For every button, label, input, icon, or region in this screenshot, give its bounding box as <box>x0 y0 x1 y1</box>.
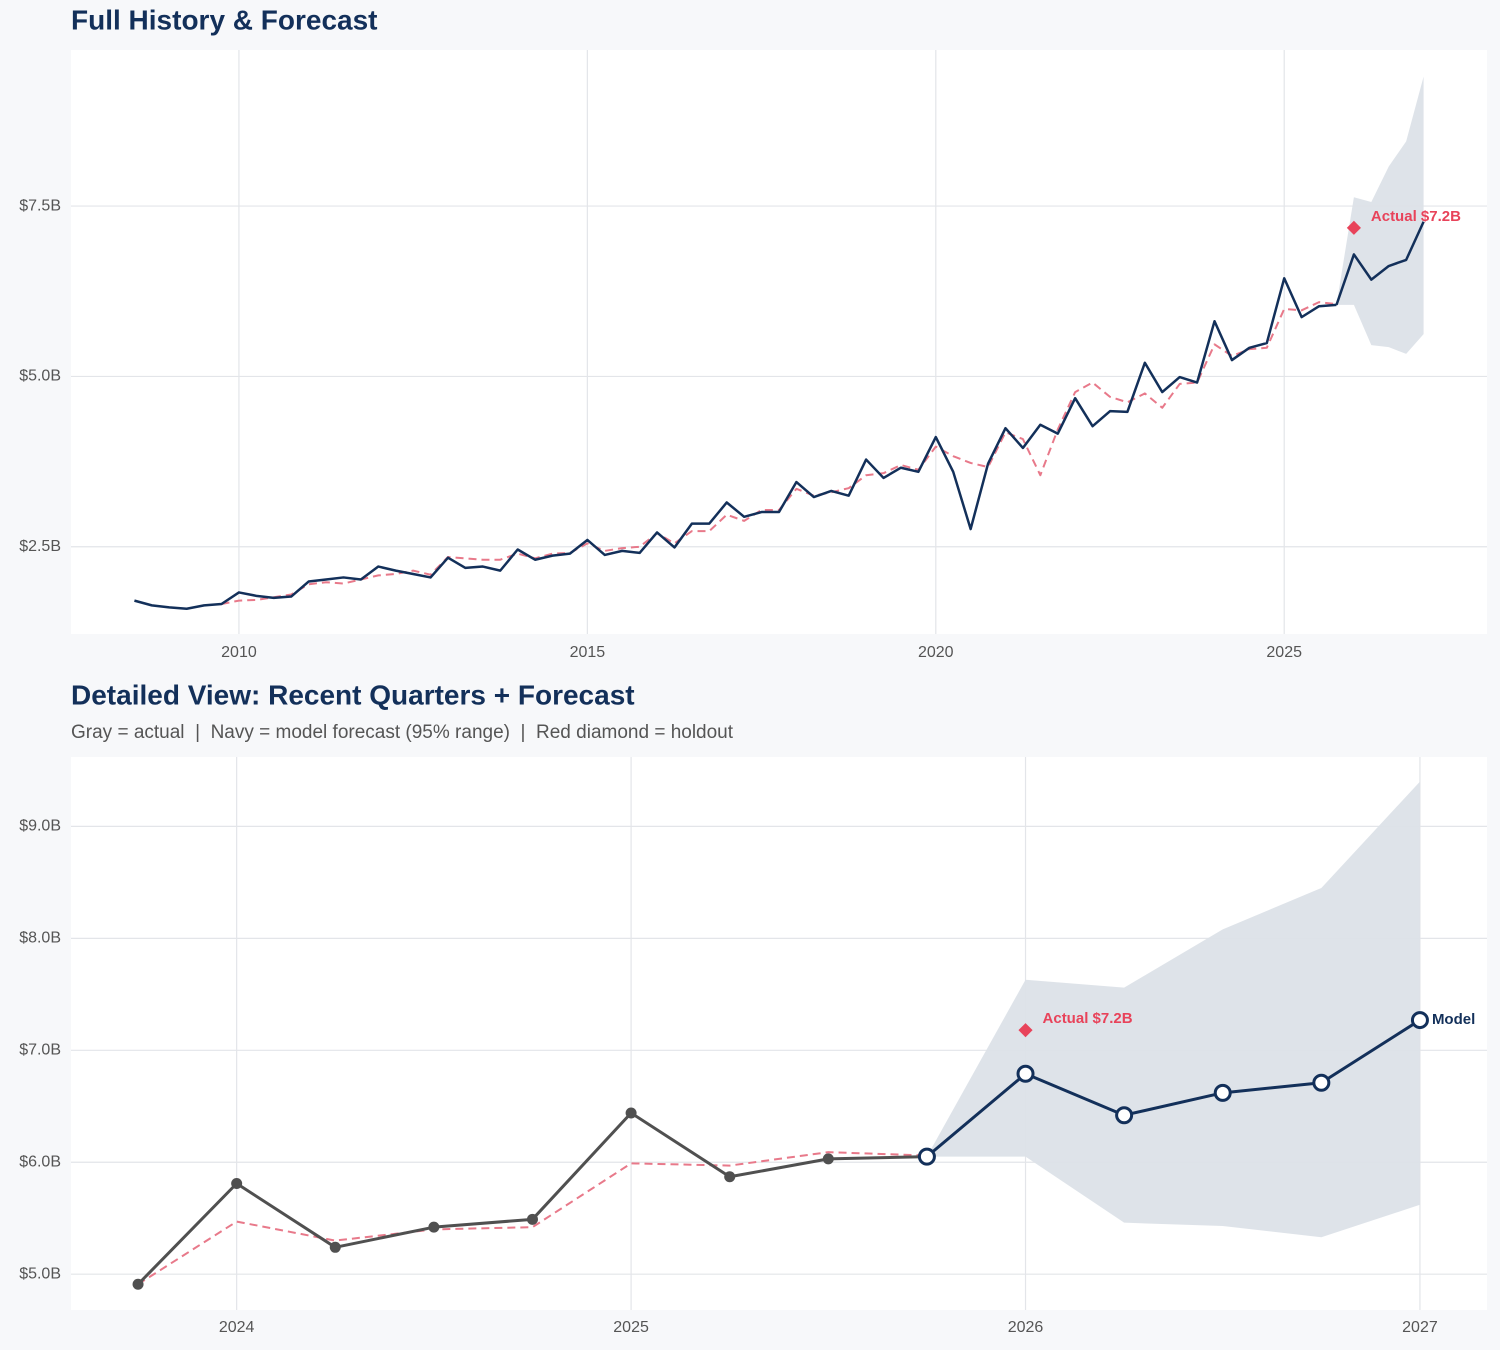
plot-area <box>71 50 1487 634</box>
point <box>1016 1064 1035 1083</box>
point <box>1213 1083 1232 1102</box>
y-tick-label: $7.0B <box>19 1042 61 1059</box>
x-tick-label: 2010 <box>221 644 257 661</box>
series-line <box>925 1018 1421 1158</box>
point <box>428 1221 440 1233</box>
forecast-band <box>926 781 1420 1238</box>
x-tick-label: 2027 <box>1402 1319 1438 1336</box>
annotation: Model <box>1432 1011 1475 1028</box>
point <box>724 1171 736 1183</box>
x-tick-label: 2025 <box>613 1319 649 1336</box>
x-tick-label: 2024 <box>219 1319 255 1336</box>
holdout-marker <box>1018 1023 1033 1038</box>
fitted-line <box>137 1151 927 1286</box>
y-tick-label: $5.0B <box>19 368 61 385</box>
point <box>1312 1073 1331 1092</box>
point <box>917 1147 936 1166</box>
point <box>132 1278 144 1290</box>
x-tick-label: 2025 <box>1266 644 1302 661</box>
y-tick-label: $9.0B <box>19 818 61 835</box>
holdout-marker <box>1346 220 1361 235</box>
x-tick-label: 2015 <box>570 644 606 661</box>
chart-title: Full History & Forecast <box>71 4 378 35</box>
y-tick-label: $8.0B <box>19 930 61 947</box>
chart-title: Detailed View: Recent Quarters + Forecas… <box>71 679 635 710</box>
y-tick-label: $5.0B <box>19 1265 61 1282</box>
point <box>1115 1106 1134 1125</box>
point <box>1410 1011 1429 1030</box>
chart-subtitle: Gray = actual | Navy = model forecast (9… <box>71 722 734 743</box>
point <box>822 1153 834 1165</box>
holdout-label: Actual $7.2B <box>1371 208 1461 225</box>
series-line <box>1335 221 1425 306</box>
point <box>329 1241 341 1253</box>
y-tick-label: $7.5B <box>19 197 61 214</box>
series-line <box>134 277 1337 611</box>
forecast-band <box>1336 76 1424 354</box>
x-tick-label: 2026 <box>1008 1319 1044 1336</box>
x-tick-label: 2020 <box>918 644 954 661</box>
point <box>625 1107 637 1119</box>
y-tick-label: $2.5B <box>19 538 61 555</box>
point <box>231 1178 243 1190</box>
holdout-label: Actual $7.2B <box>1043 1010 1133 1027</box>
y-tick-label: $6.0B <box>19 1153 61 1170</box>
point <box>526 1213 538 1225</box>
